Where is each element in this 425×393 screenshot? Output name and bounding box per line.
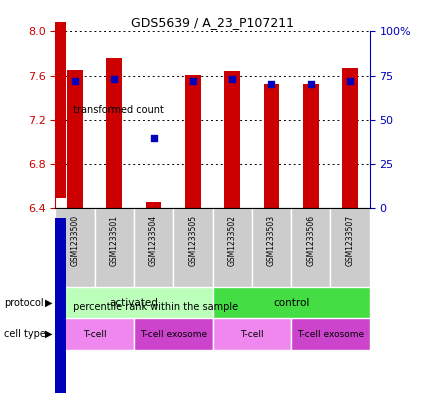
Bar <box>55 208 94 287</box>
Text: GSM1233500: GSM1233500 <box>71 215 79 266</box>
Text: ▶: ▶ <box>45 329 52 339</box>
Bar <box>212 318 291 350</box>
Point <box>347 78 354 84</box>
Bar <box>55 218 66 393</box>
Text: activated: activated <box>109 298 158 308</box>
Text: transformed count: transformed count <box>70 105 164 115</box>
Bar <box>212 287 370 318</box>
Text: GSM1233507: GSM1233507 <box>346 215 354 266</box>
Bar <box>342 68 358 208</box>
Bar <box>55 22 66 198</box>
Bar <box>291 318 370 350</box>
Bar <box>185 75 201 208</box>
Text: GSM1233501: GSM1233501 <box>110 215 119 266</box>
Point <box>190 78 196 84</box>
Text: GSM1233505: GSM1233505 <box>188 215 197 266</box>
Bar <box>212 208 252 287</box>
Text: T-cell exosome: T-cell exosome <box>297 330 364 338</box>
Bar <box>331 208 370 287</box>
Bar <box>173 208 212 287</box>
Text: GSM1233503: GSM1233503 <box>267 215 276 266</box>
Point <box>111 76 118 82</box>
Point <box>268 81 275 88</box>
Bar <box>252 208 291 287</box>
Bar <box>303 84 319 208</box>
Text: T-cell: T-cell <box>240 330 264 338</box>
Point <box>307 81 314 88</box>
Text: GSM1233502: GSM1233502 <box>228 215 237 266</box>
Bar <box>146 202 162 208</box>
Text: percentile rank within the sample: percentile rank within the sample <box>70 301 238 312</box>
Bar <box>67 70 83 208</box>
Bar <box>224 71 240 208</box>
Bar <box>94 208 134 287</box>
Point <box>71 78 78 84</box>
Point <box>229 76 235 82</box>
Bar <box>55 318 134 350</box>
Bar <box>106 58 122 208</box>
Text: T-cell exosome: T-cell exosome <box>140 330 207 338</box>
Text: protocol: protocol <box>4 298 44 308</box>
Text: ▶: ▶ <box>45 298 52 308</box>
Bar <box>291 208 331 287</box>
Bar <box>264 84 279 208</box>
Bar <box>55 287 212 318</box>
Point <box>150 134 157 141</box>
Bar <box>134 208 173 287</box>
Text: GSM1233506: GSM1233506 <box>306 215 315 266</box>
Bar <box>134 318 212 350</box>
Text: cell type: cell type <box>4 329 46 339</box>
Text: T-cell: T-cell <box>83 330 106 338</box>
Text: control: control <box>273 298 309 308</box>
Text: GSM1233504: GSM1233504 <box>149 215 158 266</box>
Title: GDS5639 / A_23_P107211: GDS5639 / A_23_P107211 <box>131 16 294 29</box>
